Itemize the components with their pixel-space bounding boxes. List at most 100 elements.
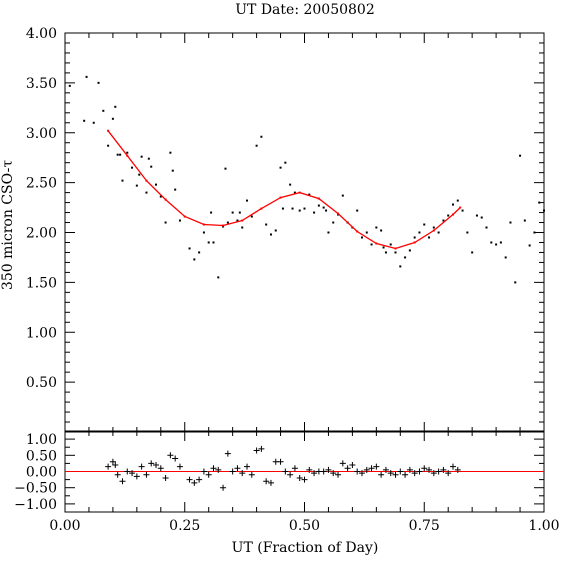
fit-curve bbox=[107, 129, 462, 250]
data-point bbox=[260, 135, 263, 138]
residual-point bbox=[124, 468, 131, 475]
residual-plot-panel: 1.000.500.00−0.50−1.000.00 0.25 0.50 0.75 1.… bbox=[14, 430, 560, 534]
fit-marker bbox=[202, 223, 205, 226]
data-point bbox=[382, 246, 385, 249]
data-point bbox=[92, 121, 95, 124]
data-point bbox=[284, 161, 287, 164]
data-point bbox=[202, 231, 205, 234]
data-point bbox=[408, 249, 411, 252]
data-point bbox=[543, 209, 545, 212]
data-point bbox=[135, 184, 138, 187]
residual-point bbox=[258, 445, 265, 452]
data-point bbox=[509, 221, 512, 224]
residual-point bbox=[148, 460, 155, 467]
data-point bbox=[499, 241, 502, 244]
data-point bbox=[423, 223, 426, 226]
residual-point bbox=[287, 471, 294, 478]
data-point bbox=[274, 229, 277, 232]
residual-point bbox=[296, 474, 303, 481]
main-plot-panel: 0.50 1.00 1.50 2.00 2.50 3.00 3.50 4.00 bbox=[26, 26, 545, 433]
residual-point bbox=[224, 450, 231, 457]
residual-point bbox=[378, 471, 385, 478]
residual-point bbox=[392, 471, 399, 478]
residual-point bbox=[112, 462, 119, 469]
chart-title: UT Date: 20050802 bbox=[235, 2, 375, 18]
data-point bbox=[231, 211, 234, 214]
fit-marker bbox=[126, 154, 129, 157]
residual-point bbox=[267, 479, 274, 486]
residual-point bbox=[244, 463, 251, 470]
data-point bbox=[174, 188, 177, 191]
fit-marker bbox=[241, 219, 244, 222]
residual-point bbox=[114, 471, 121, 478]
data-point bbox=[246, 199, 249, 202]
residual-point bbox=[368, 465, 375, 472]
data-point bbox=[485, 226, 488, 229]
residual-point bbox=[449, 463, 456, 470]
residual-point bbox=[421, 465, 428, 472]
main-axis-ticks: 0.50 1.00 1.50 2.00 2.50 3.00 3.50 4.00 bbox=[26, 26, 545, 433]
data-point bbox=[126, 151, 129, 154]
data-points bbox=[68, 75, 545, 284]
residual-point bbox=[344, 465, 351, 472]
residual-point bbox=[129, 470, 136, 477]
data-point bbox=[370, 243, 373, 246]
fit-marker bbox=[298, 191, 301, 194]
y-tick-label: 1.00 bbox=[26, 325, 57, 341]
data-point bbox=[145, 191, 148, 194]
data-point bbox=[236, 219, 239, 222]
residual-point bbox=[215, 466, 222, 473]
fit-marker bbox=[394, 247, 397, 250]
data-point bbox=[523, 219, 526, 222]
residual-point bbox=[200, 468, 207, 475]
residual-point bbox=[330, 470, 337, 477]
data-point bbox=[291, 207, 294, 210]
data-point bbox=[490, 241, 493, 244]
residual-point bbox=[157, 465, 164, 472]
residual-point bbox=[426, 466, 433, 473]
data-point bbox=[107, 144, 110, 147]
residual-y-tick-label: −1.00 bbox=[14, 497, 57, 513]
data-point bbox=[461, 209, 464, 212]
residual-point bbox=[263, 478, 270, 485]
data-point bbox=[147, 157, 150, 160]
residual-point bbox=[320, 468, 327, 475]
residual-point bbox=[311, 470, 318, 477]
data-point bbox=[325, 209, 328, 212]
data-point bbox=[442, 219, 445, 222]
data-point bbox=[471, 251, 474, 254]
data-point bbox=[332, 221, 335, 224]
residual-point bbox=[143, 471, 150, 478]
residual-point bbox=[382, 466, 389, 473]
fit-marker bbox=[107, 129, 110, 132]
residual-point bbox=[172, 455, 179, 462]
data-point bbox=[241, 226, 244, 229]
residual-point bbox=[162, 474, 169, 481]
residual-point bbox=[253, 447, 260, 454]
x-tick-label: 1.00 bbox=[528, 518, 559, 534]
residual-point bbox=[454, 466, 461, 473]
data-point bbox=[528, 244, 531, 247]
data-point bbox=[155, 183, 158, 186]
residual-y-tick-label: 0.00 bbox=[26, 465, 57, 481]
data-point bbox=[341, 194, 344, 197]
residual-point bbox=[109, 458, 116, 465]
data-point bbox=[327, 231, 330, 234]
residual-points bbox=[105, 445, 461, 491]
data-point bbox=[418, 231, 421, 234]
residual-point bbox=[349, 462, 356, 469]
data-point bbox=[375, 226, 378, 229]
data-point bbox=[159, 195, 162, 198]
data-point bbox=[255, 144, 258, 147]
data-point bbox=[269, 233, 272, 236]
data-point bbox=[404, 256, 407, 259]
data-point bbox=[198, 251, 201, 254]
residual-point bbox=[411, 470, 418, 477]
residual-point bbox=[354, 468, 361, 475]
residual-point bbox=[397, 468, 404, 475]
residual-point bbox=[440, 466, 447, 473]
data-point bbox=[97, 81, 100, 84]
data-point bbox=[428, 236, 431, 239]
data-point bbox=[293, 191, 296, 194]
